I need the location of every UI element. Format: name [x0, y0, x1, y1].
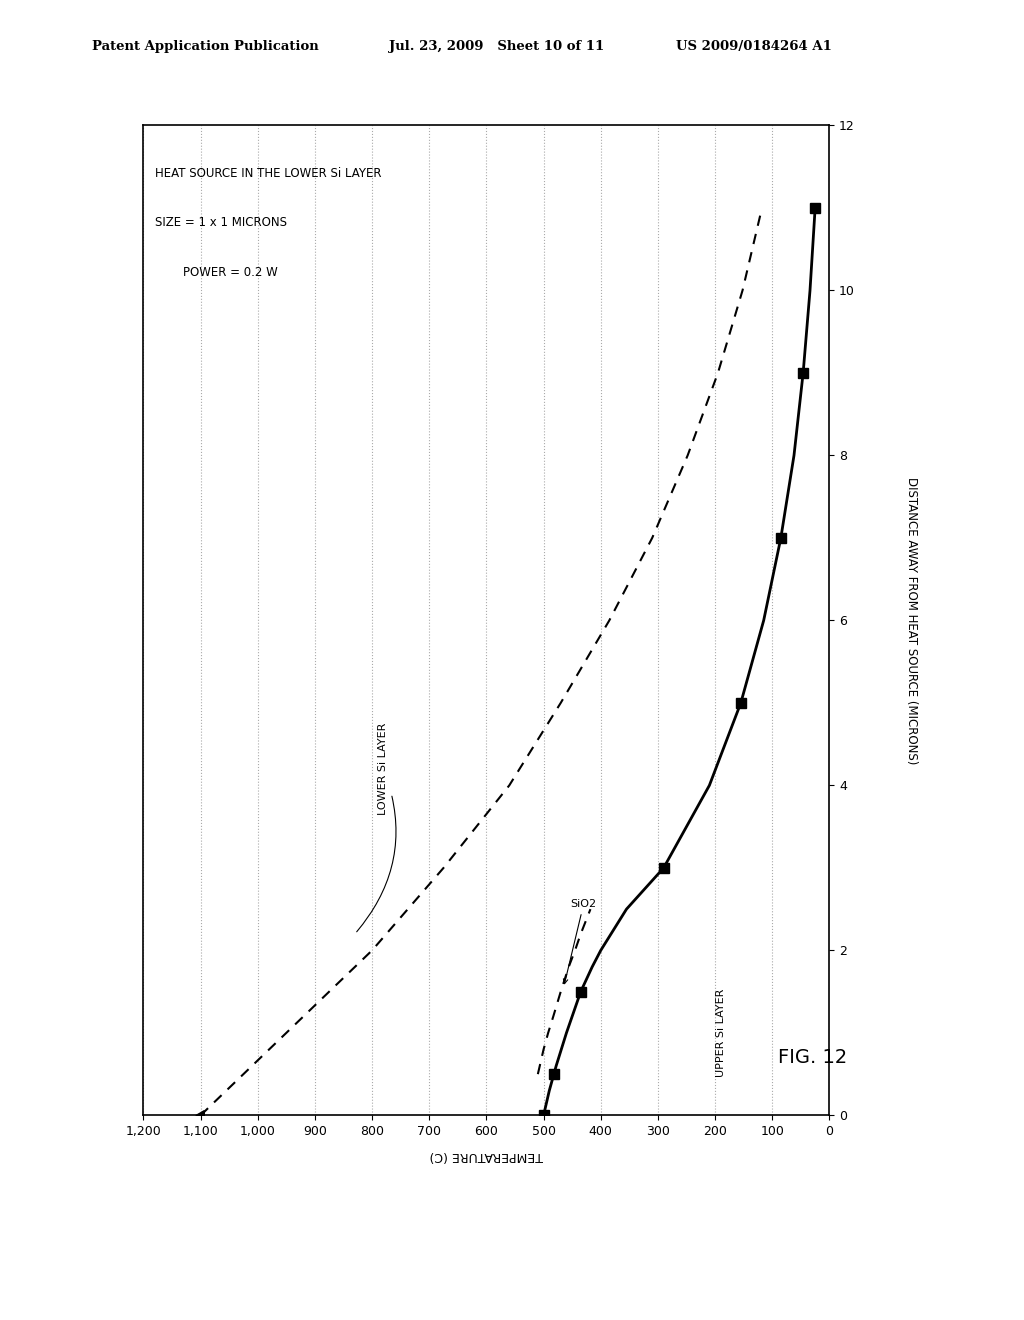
Text: Jul. 23, 2009   Sheet 10 of 11: Jul. 23, 2009 Sheet 10 of 11 — [389, 40, 604, 53]
X-axis label: TEMPERATURE (C): TEMPERATURE (C) — [430, 1150, 543, 1162]
Text: US 2009/0184264 A1: US 2009/0184264 A1 — [676, 40, 831, 53]
Text: LOWER Si LAYER: LOWER Si LAYER — [356, 723, 396, 932]
Text: UPPER Si LAYER: UPPER Si LAYER — [716, 989, 726, 1077]
Text: POWER = 0.2 W: POWER = 0.2 W — [183, 265, 279, 279]
Text: HEAT SOURCE IN THE LOWER Si LAYER: HEAT SOURCE IN THE LOWER Si LAYER — [155, 166, 381, 180]
Text: SIZE = 1 x 1 MICRONS: SIZE = 1 x 1 MICRONS — [155, 216, 287, 230]
Text: Patent Application Publication: Patent Application Publication — [92, 40, 318, 53]
Y-axis label: DISTANCE AWAY FROM HEAT SOURCE (MICRONS): DISTANCE AWAY FROM HEAT SOURCE (MICRONS) — [904, 477, 918, 764]
Text: FIG. 12: FIG. 12 — [778, 1048, 848, 1067]
Text: SiO2: SiO2 — [563, 899, 597, 983]
